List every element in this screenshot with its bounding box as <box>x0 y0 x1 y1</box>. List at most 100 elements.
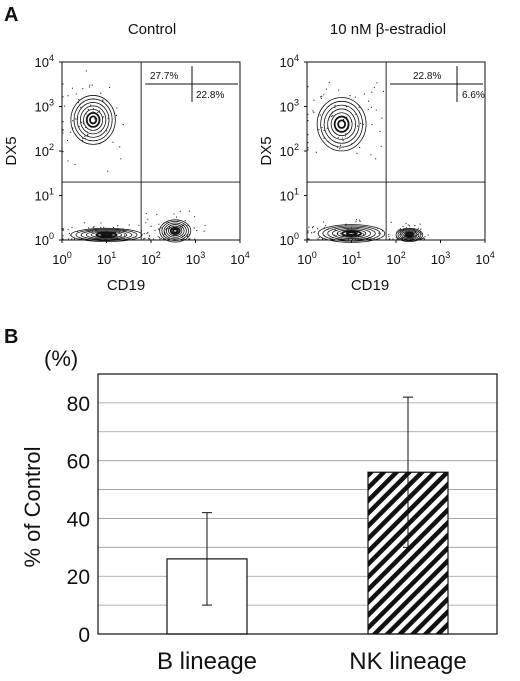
event-dot <box>360 238 362 240</box>
event-dot <box>118 232 120 234</box>
event-dot <box>382 90 385 92</box>
y-tick-label: 103 <box>35 98 54 115</box>
event-dot <box>308 238 310 240</box>
event-dot <box>344 224 347 226</box>
event-dot <box>358 106 360 108</box>
event-dot <box>342 139 344 142</box>
event-dot <box>160 237 162 240</box>
event-dot <box>381 117 383 119</box>
y-tick-label: 102 <box>280 142 299 159</box>
plot-frame <box>97 373 498 635</box>
quadrant-annotations: 22.8% 6.6% <box>390 66 485 102</box>
event-dot <box>345 133 347 135</box>
bar-chart: (%) % of Control 0 20 40 60 80 B lineage NK … <box>20 346 498 675</box>
event-dot <box>62 121 64 123</box>
event-dot <box>388 233 390 236</box>
event-dot <box>193 227 195 229</box>
contour-line <box>399 229 420 241</box>
event-dot <box>100 92 102 94</box>
event-dot <box>347 228 349 230</box>
y-tick-label: 104 <box>280 53 299 70</box>
plot-frame <box>61 61 241 241</box>
event-dot <box>340 238 342 240</box>
y-tick-label: 80 <box>67 393 90 416</box>
event-dot <box>104 238 106 240</box>
event-dot <box>165 229 167 231</box>
x-tick-label: 102 <box>141 250 160 267</box>
event-dot <box>161 227 163 229</box>
event-dot <box>402 225 404 228</box>
event-dot <box>339 232 341 234</box>
event-dot <box>107 234 109 236</box>
event-dot <box>319 96 322 98</box>
flow-plot-estradiol: 10 nM β-estradiol 22.8% 6.6% 100 101 102 10… <box>258 21 495 294</box>
y-tick-label: 100 <box>280 231 299 248</box>
event-dot <box>355 221 357 223</box>
event-dot <box>341 137 343 139</box>
contour-line <box>320 100 364 148</box>
event-dot <box>145 212 147 215</box>
event-dot <box>67 228 69 231</box>
event-dot <box>354 96 356 98</box>
event-dot <box>102 116 104 118</box>
event-dot <box>95 238 97 240</box>
contour-line <box>395 227 424 243</box>
contour-line <box>172 228 179 234</box>
quadrant-annotations: 27.7% 22.8% <box>145 66 238 102</box>
event-dot <box>365 238 367 240</box>
contour-line <box>80 229 133 241</box>
event-dot <box>181 227 183 229</box>
event-dot <box>163 222 165 224</box>
event-dot <box>176 233 178 235</box>
event-dot <box>315 151 317 153</box>
event-dot <box>370 236 373 238</box>
event-dot <box>330 238 332 240</box>
event-dot <box>183 234 186 237</box>
event-dot <box>342 235 344 237</box>
event-dot <box>62 129 64 131</box>
event-dot <box>75 93 77 95</box>
event-dot <box>307 134 309 136</box>
quadrant-gates <box>62 62 240 240</box>
event-dot <box>339 144 342 146</box>
y-axis-title: % of Control <box>20 446 45 567</box>
event-dot <box>373 238 375 240</box>
event-dot <box>179 210 181 212</box>
event-dot <box>69 131 71 133</box>
event-dot <box>189 238 191 240</box>
event-dot <box>334 106 336 109</box>
event-dot <box>329 237 331 239</box>
plot-title: 10 nM β-estradiol <box>330 21 446 38</box>
event-dot <box>362 123 364 125</box>
event-dot <box>167 221 170 224</box>
event-dot <box>349 94 351 97</box>
contour-line <box>163 222 187 240</box>
contour-line <box>85 112 101 128</box>
event-dot <box>397 229 399 231</box>
event-dot <box>346 116 348 119</box>
event-dot <box>342 118 345 121</box>
event-dot <box>318 236 320 239</box>
event-dot <box>204 224 206 227</box>
event-dot <box>421 237 424 240</box>
event-dot <box>317 238 319 240</box>
event-dot <box>138 224 140 227</box>
event-dot <box>322 221 325 223</box>
event-dot <box>106 130 108 132</box>
event-dot <box>400 232 402 234</box>
event-dot <box>116 107 118 109</box>
event-dot <box>95 229 97 231</box>
event-dot <box>338 122 340 124</box>
event-dot <box>366 238 369 240</box>
contour-line <box>337 119 347 129</box>
event-dot <box>100 222 102 224</box>
event-dot <box>352 233 354 235</box>
event-dot <box>72 127 74 129</box>
event-dot <box>407 224 409 226</box>
event-dot <box>112 226 115 229</box>
event-dot <box>307 147 309 149</box>
quadrant-percent: 27.7% <box>150 71 178 82</box>
event-dot <box>111 238 113 240</box>
event-dot <box>149 238 151 240</box>
